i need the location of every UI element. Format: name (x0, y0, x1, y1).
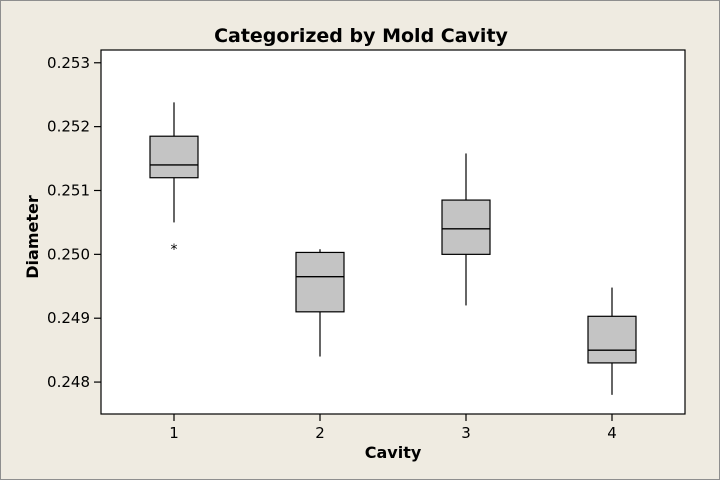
x-tick-label: 3 (461, 424, 471, 442)
x-tick-label: 1 (169, 424, 179, 442)
interquartile-box (295, 251, 345, 313)
y-axis-label: Diameter (23, 195, 42, 279)
x-axis-label: Cavity (365, 443, 422, 462)
y-tick-label: 0.250 (47, 245, 90, 263)
box-series: * (149, 102, 637, 395)
x-tick-label: 2 (315, 424, 325, 442)
box-plot-group (587, 287, 637, 395)
interquartile-box (149, 135, 199, 179)
y-tick-label: 0.249 (47, 309, 90, 327)
y-tick-label: 0.251 (47, 181, 90, 199)
y-tick-label: 0.248 (47, 373, 90, 391)
chart-title: Categorized by Mold Cavity (214, 25, 508, 47)
interquartile-box (441, 199, 491, 255)
outlier-point: * (171, 242, 178, 258)
box-plot-group (295, 249, 345, 357)
box-plot-group: * (149, 102, 199, 258)
y-axis: 0.253 0.252 0.251 0.250 0.249 0.248 (47, 54, 101, 391)
y-tick-label: 0.253 (47, 54, 90, 72)
x-axis: 1 2 3 4 (169, 414, 617, 442)
interquartile-box (587, 315, 637, 364)
x-tick-label: 4 (607, 424, 617, 442)
y-tick-label: 0.252 (47, 118, 90, 136)
box-plot-group (441, 153, 491, 306)
